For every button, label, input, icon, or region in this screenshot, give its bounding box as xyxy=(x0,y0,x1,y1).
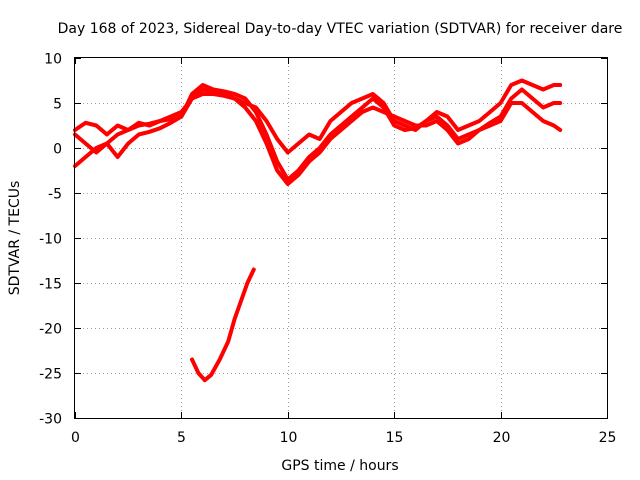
x-tick-label: 5 xyxy=(177,430,186,446)
x-tick-label: 15 xyxy=(386,430,404,446)
y-tick-label: 0 xyxy=(53,142,62,158)
x-tick-label: 0 xyxy=(71,430,80,446)
plot-frame xyxy=(74,57,608,419)
series-line-3 xyxy=(73,92,563,186)
y-tick-label: -15 xyxy=(39,277,62,293)
y-tick-label: -25 xyxy=(39,367,62,383)
x-axis-label: GPS time / hours xyxy=(281,458,398,474)
x-tick-label: 25 xyxy=(599,430,617,446)
y-tick-label: 10 xyxy=(44,52,62,68)
y-tick-label: -5 xyxy=(48,187,62,203)
x-tick-label: 20 xyxy=(493,430,511,446)
chart-title: Day 168 of 2023, Sidereal Day-to-day VTE… xyxy=(58,21,623,37)
y-tick-label: -20 xyxy=(39,322,62,338)
series-layer xyxy=(73,78,563,383)
x-tick-label: 10 xyxy=(280,430,298,446)
y-tick-label: 5 xyxy=(53,97,62,113)
y-axis-label: SDTVAR / TECUs xyxy=(7,181,23,296)
tick-layer: 0 5 10 15 20 25 -30 -25 -20 -15 -10 -5 0 5 10 xyxy=(39,52,616,447)
y-tick-label: -30 xyxy=(39,412,62,428)
y-tick-label: -10 xyxy=(39,232,62,248)
series-line-4 xyxy=(190,267,256,383)
